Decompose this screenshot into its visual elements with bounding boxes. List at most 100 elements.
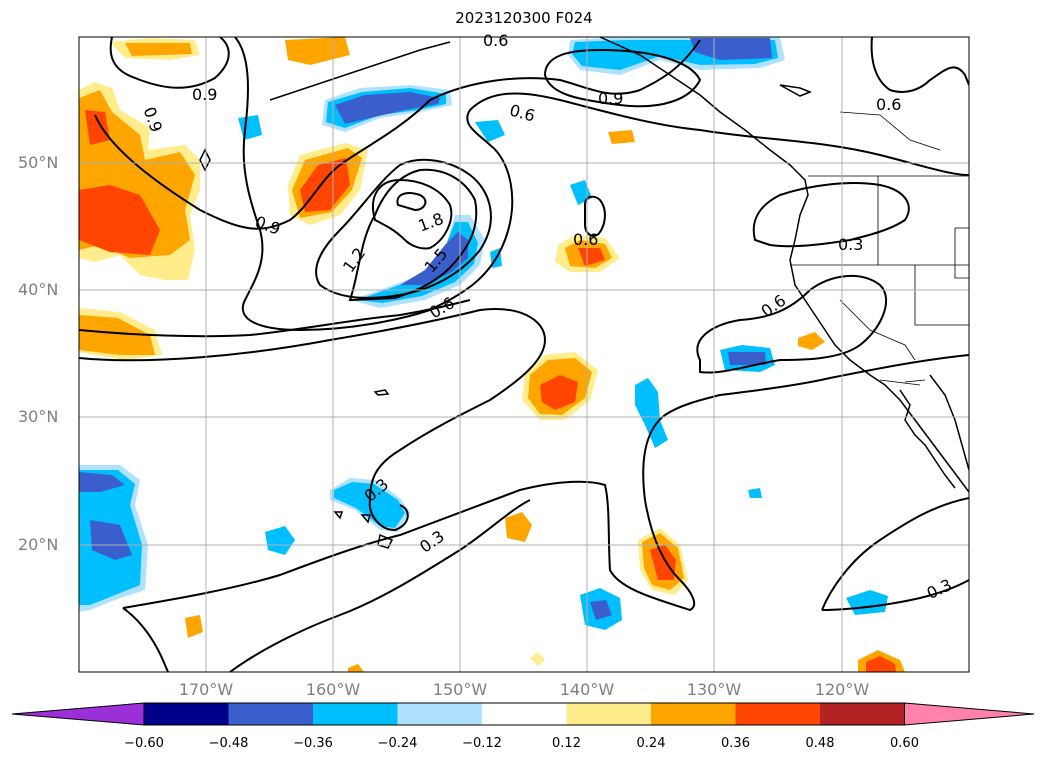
colorbar-tick-label: 0.60 <box>890 736 919 751</box>
border-state3 <box>839 299 916 361</box>
pos-area-small2 <box>608 130 635 144</box>
neg-area-west-core <box>79 472 132 560</box>
neg-area-gulf-core <box>335 92 440 124</box>
colorbar-frame <box>143 702 905 726</box>
graticule <box>79 37 969 672</box>
contour-label: 0.9 <box>253 212 283 239</box>
shaded-field <box>79 37 969 672</box>
lon-label: 120°W <box>814 680 870 699</box>
neg-area-mid2-core <box>728 352 766 365</box>
lon-label: 150°W <box>432 680 488 699</box>
neg-area-top-right-core <box>690 38 772 60</box>
neg-area-small3 <box>475 120 505 142</box>
contour-0.9-north <box>94 39 701 230</box>
lon-label: 130°W <box>686 680 742 699</box>
border-state5 <box>954 227 969 279</box>
pos-area-mid-core2 <box>578 248 605 266</box>
contour-label: 0.6 <box>876 95 901 114</box>
neg-area-south-core <box>590 600 612 620</box>
contour-0.6-north <box>234 37 969 332</box>
contour-0.3-long <box>79 308 547 532</box>
border-state4 <box>914 265 969 326</box>
coastline-baja <box>899 389 956 489</box>
contour-1.5 <box>348 168 478 302</box>
colorbar-extend-low <box>11 702 145 726</box>
contour-lines <box>79 37 969 672</box>
coastline-hawaii3 <box>333 511 344 520</box>
coastline-island1 <box>373 389 390 396</box>
neg-area-small4 <box>570 180 592 205</box>
coastline-aleutians <box>269 41 451 101</box>
pos-area-small4 <box>185 615 203 638</box>
lon-label: 170°W <box>178 680 234 699</box>
contour-0.6-loop <box>584 195 606 237</box>
colorbar-tick-label: −0.48 <box>208 736 249 751</box>
neg-area-small6 <box>748 488 762 498</box>
contour-0.3-south <box>122 354 969 612</box>
coastline-alaska <box>599 37 969 493</box>
pos-area-nw-core <box>79 185 160 255</box>
pos-area-top2 <box>285 37 350 65</box>
coastline-island2 <box>779 84 813 97</box>
contour-0.3-southwest <box>122 607 169 672</box>
contour-label: 0.9 <box>598 89 623 108</box>
colorbar-tick-label: 0.12 <box>552 736 581 751</box>
coastline-hawaii2 <box>360 514 371 524</box>
colorbar-segment <box>313 703 398 725</box>
colorbar-segment <box>820 703 905 725</box>
colorbar-tick-label: −0.12 <box>462 736 502 751</box>
colorbar-tick-label: 0.36 <box>721 736 750 751</box>
colorbar-segment <box>566 703 651 725</box>
contour-1.8 <box>372 178 453 250</box>
lat-label: 20°N <box>18 535 59 554</box>
neg-area-mid <box>635 378 668 448</box>
pos-area-west-mid <box>79 315 155 355</box>
colorbar-tick-label: −0.36 <box>293 736 333 751</box>
coastline-island3 <box>199 148 211 172</box>
coastline-mexico <box>929 374 969 471</box>
lat-label: 40°N <box>18 280 59 299</box>
pos-area-small3 <box>798 332 825 350</box>
political-borders <box>790 111 969 386</box>
colorbar-extend-high <box>904 702 1035 726</box>
colorbar-tick-label: 0.24 <box>636 736 666 751</box>
negative-anomaly-areas <box>79 37 888 630</box>
colorbar-tick-label: −0.24 <box>377 736 418 751</box>
border-us-mexico <box>904 379 926 383</box>
contour-0.6-se <box>696 274 887 374</box>
contour-label: 0.6 <box>508 101 538 126</box>
contour-label: 0.6 <box>483 31 508 50</box>
coastlines <box>199 37 969 549</box>
pos-area-small6 <box>348 664 364 672</box>
pos-area-south-core <box>650 545 676 580</box>
pos-area-center-core <box>540 375 578 410</box>
contour-label: 0.6 <box>573 230 598 249</box>
pos-area-small5-core <box>866 656 896 672</box>
lat-label: 30°N <box>18 407 59 426</box>
colorbar-tick-label: −0.60 <box>124 736 164 751</box>
colorbar <box>11 702 1035 726</box>
contour-0.3-se <box>821 497 969 611</box>
contour-label: 0.9 <box>192 85 217 104</box>
colorbar-segment <box>228 703 313 725</box>
pos-area-nw-core2 <box>85 110 110 145</box>
contour-label: 1.2 <box>339 244 369 276</box>
colorbar-segment <box>144 703 229 725</box>
neg-area-low-core <box>400 232 468 285</box>
lon-label: 160°W <box>305 680 361 699</box>
contour-0.9-nw <box>109 37 230 89</box>
lat-label: 50°N <box>18 153 59 172</box>
contour-0.3-main <box>79 299 471 338</box>
contour-labels: 0.6 0.9 0.9 0.6 0.6 0.9 0.9 1.2 1.5 1.8 … <box>140 31 955 603</box>
contour-label: 0.3 <box>924 575 955 603</box>
colorbar-segment <box>651 703 736 725</box>
pos-area-small7 <box>530 652 545 666</box>
contour-0.3-ne <box>752 182 910 248</box>
contour-0.9-right <box>870 37 969 93</box>
pos-area-top1-mid <box>125 43 192 56</box>
neg-area-se <box>846 590 888 615</box>
neg-area-small2 <box>238 115 262 140</box>
contour-label: 0.3 <box>838 235 863 254</box>
map-title: 2023120300 F024 <box>455 9 593 27</box>
